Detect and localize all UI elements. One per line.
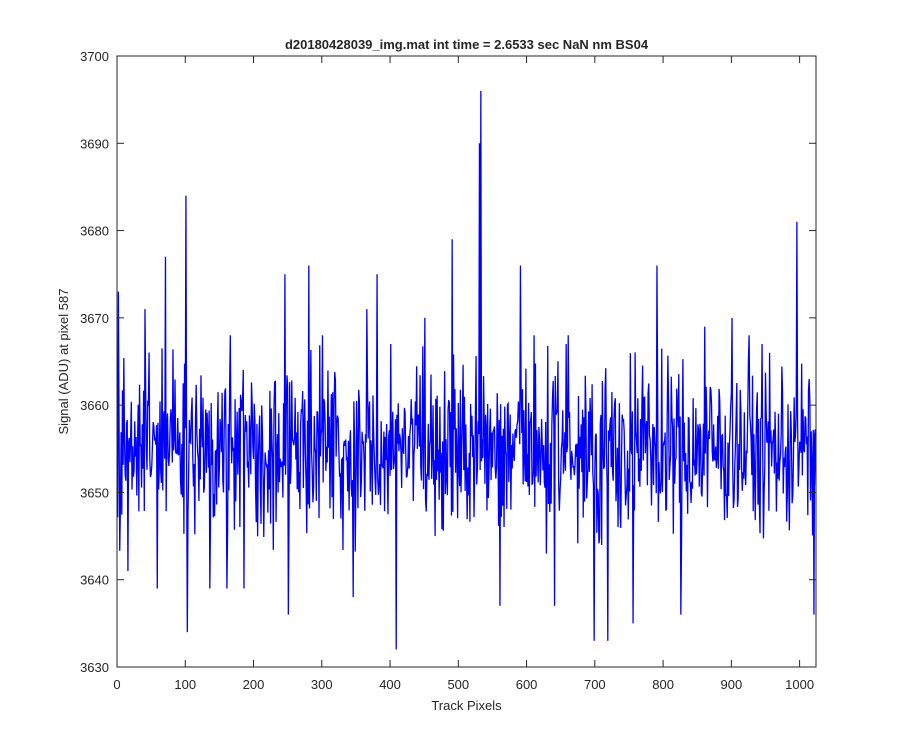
x-axis: 0 100 200 300 400 500 600 700 800 900 1000 [113,56,814,692]
x-tick-label: 200 [243,677,265,692]
y-tick-label: 3670 [80,311,109,326]
x-tick-label: 1000 [785,677,814,692]
x-tick-label: 800 [652,677,674,692]
series-line [117,90,816,650]
plot-area-background [117,56,816,667]
y-tick-label: 3650 [80,485,109,500]
x-tick-label: 300 [311,677,333,692]
y-tick-label: 3690 [80,136,109,151]
x-axis-label: Track Pixels [431,698,502,713]
plot-frame [116,55,817,668]
y-tick-label: 3640 [80,573,109,588]
y-tick-label: 3660 [80,398,109,413]
x-tick-label: 100 [174,677,196,692]
x-tick-label: 900 [721,677,743,692]
y-tick-label: 3700 [80,49,109,64]
y-axis-label: Signal (ADU) at pixel 587 [56,289,71,435]
chart-title: d20180428039_img.mat int time = 2.6533 s… [285,37,649,52]
x-tick-label: 400 [379,677,401,692]
x-tick-label: 600 [516,677,538,692]
y-tick-label: 3630 [80,660,109,675]
x-tick-label: 0 [113,677,120,692]
y-axis: 3630 3640 3650 3660 3670 3680 3690 3700 [80,49,816,675]
x-tick-label: 500 [447,677,469,692]
x-tick-label: 700 [584,677,606,692]
y-tick-label: 3680 [80,224,109,239]
plot-area [117,90,816,650]
